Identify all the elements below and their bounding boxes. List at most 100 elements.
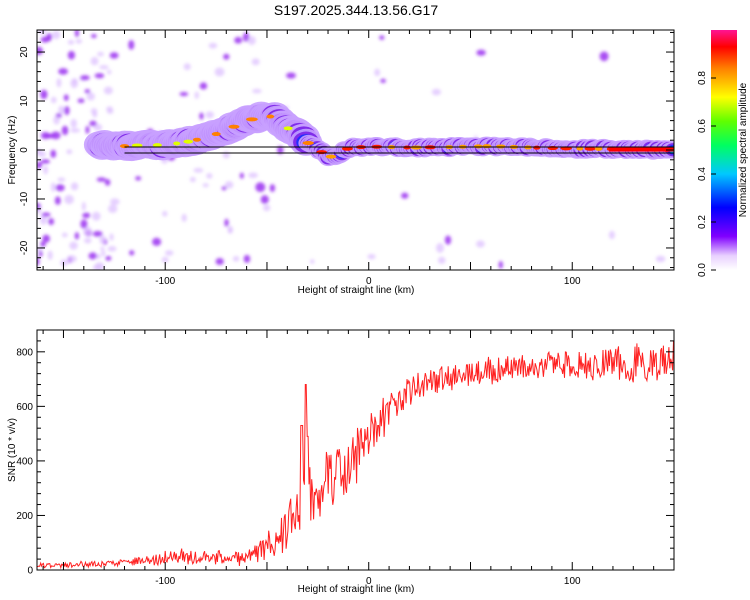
spectrogram-cell [82, 212, 91, 219]
spectrogram-cell [100, 250, 106, 257]
spectrogram-cell [51, 131, 61, 140]
spectrogram-cell [239, 172, 244, 179]
spectrogram-cell [70, 128, 81, 133]
spectrogram-cell [269, 184, 276, 193]
snr-ticks: -100 0 100 0 200 400 600 800 [16, 329, 675, 587]
spectrogram-cell [243, 254, 251, 263]
spectrogram-cell [40, 159, 51, 164]
spectrogram-cell [50, 149, 57, 158]
spectrogram-noise [37, 30, 666, 270]
spectrogram-cell [80, 75, 90, 81]
spectrogram-cell [40, 241, 46, 248]
spectrogram-peak-cell [228, 124, 240, 129]
spectrogram-peak-cell [584, 146, 596, 151]
spectrogram-cell [260, 195, 269, 204]
spectrogram-ytick-label: 0 [19, 147, 30, 153]
spectrogram-peak-cell [131, 143, 143, 148]
spectrogram-xtick-label: -100 [155, 276, 175, 287]
spectrogram-cell [54, 196, 61, 205]
spectrogram-peak-cell [594, 146, 603, 151]
spectrogram-cell [263, 204, 271, 212]
spectrogram-cell [99, 65, 109, 70]
spectrogram-ytick-label: -10 [19, 191, 30, 206]
spectrogram-cell [40, 36, 50, 43]
spectrogram-cell [374, 68, 381, 77]
spectrogram-cell [89, 120, 97, 127]
spectrogram-cell [53, 115, 60, 125]
spectrogram-cell [379, 35, 385, 40]
spectrogram-cell [63, 94, 69, 101]
spectrogram-cell [162, 210, 168, 217]
spectrogram-cell [52, 30, 61, 40]
spectrogram-cell [66, 255, 77, 263]
spectrogram-cell [199, 112, 204, 120]
spectrogram-cell [104, 179, 111, 186]
spectrogram-cell [66, 149, 73, 155]
spectrogram-cell [96, 177, 107, 182]
spectrogram-cell [77, 98, 85, 103]
spectrogram-peak-cell [302, 140, 314, 145]
spectrogram-cell [91, 33, 97, 39]
spectrogram-cell [205, 111, 214, 119]
spectrogram-cell [222, 151, 230, 159]
spectrogram-peak-cell [245, 117, 258, 122]
spectrogram-cell [189, 176, 196, 183]
spectrogram-cell [380, 78, 386, 83]
spectrogram-cell [103, 86, 113, 95]
snr-line-layer [37, 341, 674, 570]
spectrogram-cell [193, 167, 204, 173]
spectrogram-cell [74, 30, 80, 38]
chart-title: S197.2025.344.13.56.G17 [274, 2, 438, 18]
spectrogram-cell [476, 240, 485, 248]
spectrogram-cell [247, 36, 256, 45]
spectrogram-cell [93, 123, 103, 132]
spectrogram-peak-cell [473, 144, 483, 149]
spectrogram-cell [234, 36, 243, 44]
spectrogram-cell [208, 42, 218, 49]
spectrogram-cell [57, 177, 66, 182]
spectrogram-cell [179, 91, 189, 97]
spectrogram-cell [224, 181, 234, 189]
snr-xtick-label: -100 [155, 576, 175, 587]
spectrogram-cell [476, 49, 486, 56]
snr-ytick-label: 400 [16, 456, 33, 467]
spectrogram-cell [401, 192, 409, 199]
spectrogram-cell [50, 96, 57, 104]
spectrogram-cell [40, 214, 48, 225]
spectrogram-cell [286, 72, 296, 79]
spectrogram-cell [58, 105, 65, 115]
spectrogram-cell [152, 237, 162, 246]
spectrogram-cell [224, 218, 229, 227]
spectrogram-cell [110, 198, 120, 206]
colorbar-ticks: 0.0 0.2 0.4 0.6 0.8 [697, 71, 716, 277]
spectrogram-ylabel: Frequency (Hz) [7, 116, 18, 185]
spectrogram-cell [251, 58, 260, 66]
spectrogram-cell [252, 88, 262, 94]
spectrogram-cell [70, 182, 79, 191]
snr-xtick-label: 100 [564, 576, 581, 587]
spectrogram-peak-cell [533, 145, 541, 150]
spectrogram-core [608, 147, 674, 152]
colorbar-tick-label: 0.8 [697, 71, 708, 85]
spectrogram-cell [37, 46, 43, 56]
spectrogram-cell [431, 88, 442, 96]
spectrogram-cell [164, 250, 174, 256]
spectrogram-cell [38, 30, 47, 35]
spectrogram-cell [129, 250, 135, 256]
spectrogram-peak-cell [192, 137, 201, 142]
spectrogram-cell [109, 233, 114, 241]
spectrogram-cell [92, 230, 103, 237]
spectrogram-cell [107, 246, 117, 252]
spectrogram-cell [67, 50, 76, 60]
spectrogram-cell [61, 232, 68, 238]
spectrogram-cell [100, 246, 105, 252]
snr-ytick-label: 200 [16, 511, 33, 522]
spectrogram-cell [498, 260, 503, 269]
spectrogram-peak-cell [183, 139, 194, 144]
spectrogram-ytick-label: 10 [19, 95, 30, 107]
spectrogram-peak-cell [482, 144, 492, 149]
snr-panel: -100 0 100 0 200 400 600 800 Height of straight… [7, 329, 675, 595]
spectrogram-cell [437, 256, 446, 264]
snr-xlabel: Height of straight line (km) [298, 584, 415, 595]
